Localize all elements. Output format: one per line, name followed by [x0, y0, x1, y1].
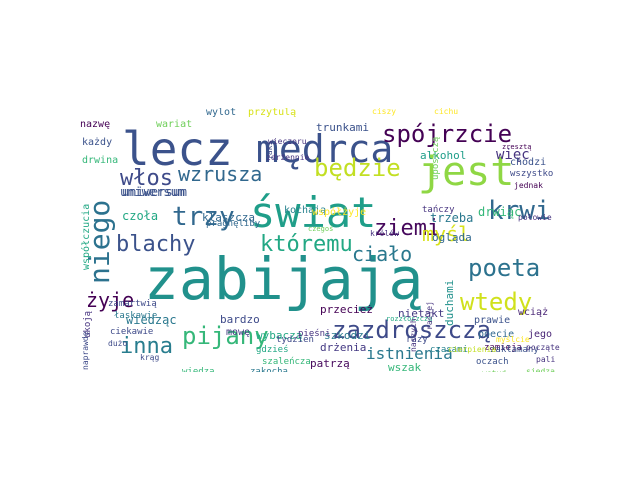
cloud-word: świat: [250, 188, 377, 237]
cloud-word: cierpienia: [448, 345, 497, 354]
cloud-word: klaszczą: [202, 211, 255, 224]
cloud-word: poecie: [478, 329, 515, 340]
cloud-word: szaleńcza: [262, 357, 311, 367]
cloud-word: spójrzcie: [382, 120, 513, 148]
cloud-word: wtedy: [460, 288, 533, 316]
cloud-word: gdzieś: [256, 345, 289, 355]
cloud-word: prawie: [474, 315, 511, 326]
cloud-word: ogląda: [432, 231, 472, 244]
cloud-word: trunkami: [316, 121, 369, 134]
cloud-word: zazdroszczą: [332, 316, 491, 344]
cloud-word: współżyje: [312, 207, 367, 218]
cloud-word: zakłamany: [490, 345, 539, 355]
cloud-word: więc: [496, 147, 530, 163]
cloud-word: drżenia: [320, 341, 367, 354]
cloud-word: wzrusza: [178, 162, 263, 186]
cloud-word: mowę: [226, 327, 251, 338]
cloud-word: naszych: [409, 318, 418, 352]
cloud-word: wariat: [156, 119, 193, 130]
cloud-word: bardzo: [220, 313, 260, 326]
cloud-word: jednak: [514, 181, 543, 190]
word-cloud: zabijają lecz mędrca świat jest spójrzci…: [80, 108, 560, 372]
cloud-word: zamartwią: [108, 299, 157, 309]
cloud-word: włos: [120, 166, 173, 191]
cloud-word: naprawdę: [81, 331, 90, 370]
cloud-word: szkodzi: [324, 329, 371, 342]
cloud-word: wszak: [388, 361, 422, 372]
cloud-word: racjej: [425, 301, 434, 330]
cloud-word: krwi: [488, 196, 551, 226]
cloud-word: uposzczą: [431, 136, 441, 180]
cloud-word: przecież: [320, 303, 373, 316]
cloud-word: czasami: [430, 345, 468, 355]
cloud-word: jest: [418, 149, 515, 195]
cloud-word: trzy: [172, 202, 235, 232]
cloud-word: krąg: [140, 353, 160, 362]
cloud-word: cichu: [434, 108, 459, 116]
cloud-word: blachy: [116, 232, 196, 257]
cloud-word: wszystko: [510, 169, 554, 179]
cloud-word: zdrżennie: [266, 153, 310, 162]
cloud-word: pragnęliby: [206, 219, 261, 229]
cloud-word: inna: [120, 334, 173, 359]
cloud-word: czoła: [122, 209, 159, 223]
cloud-word: tydzień: [276, 335, 314, 345]
cloud-word: przytulą: [248, 108, 297, 118]
cloud-word: wstyd: [482, 370, 506, 373]
cloud-word: każdy: [82, 137, 113, 148]
cloud-word: uniwersum: [120, 185, 186, 199]
cloud-word: zakocha: [250, 367, 288, 373]
cloud-word: wciąż: [518, 307, 549, 318]
cloud-word: oczach: [476, 357, 509, 367]
cloud-word: alkohol: [420, 149, 467, 162]
cloud-word: myślcie: [496, 335, 530, 344]
cloud-word: zresztą: [502, 143, 532, 151]
cloud-word: ciało: [352, 242, 413, 266]
cloud-word: początek: [526, 343, 560, 352]
cloud-word: rozzłoszczą: [386, 315, 433, 323]
cloud-word: nazwę: [80, 119, 111, 130]
cloud-word: któremu: [260, 232, 353, 257]
cloud-word: patrzą: [310, 357, 350, 370]
cloud-word: tańczy: [422, 205, 455, 215]
cloud-word: czegoś: [308, 225, 334, 233]
cloud-word: wiedzą: [182, 367, 215, 373]
cloud-word: ciszy: [372, 108, 397, 116]
cloud-word: będzie: [314, 154, 401, 182]
cloud-word: mędrca: [256, 127, 394, 171]
cloud-word: duchami: [443, 279, 456, 326]
cloud-word: nietakt: [398, 307, 445, 320]
cloud-word: myśl: [422, 222, 471, 246]
cloud-word: chodzi: [510, 157, 547, 168]
cloud-word: wiedząc: [126, 313, 177, 327]
cloud-word: żyje: [86, 288, 135, 312]
cloud-word: pijany: [182, 322, 269, 350]
cloud-word: uniwersum: [122, 185, 188, 199]
cloud-word: ciekawie: [110, 327, 154, 337]
cloud-word: istnienia: [366, 344, 453, 363]
cloud-word: drwiąc: [478, 205, 522, 219]
cloud-word: wylot: [206, 108, 237, 118]
cloud-word: zabijają: [144, 245, 424, 313]
cloud-word: siedzą: [526, 367, 555, 373]
cloud-word: lecz: [122, 122, 233, 176]
cloud-word: łaskawie: [114, 311, 158, 321]
cloud-word: kochają: [284, 205, 327, 216]
cloud-word: zamieja: [484, 343, 522, 353]
cloud-word: pali: [536, 355, 556, 364]
cloud-word: dużo: [108, 339, 128, 348]
cloud-word: wybaczą: [256, 329, 303, 342]
cloud-word: jaki: [265, 140, 274, 160]
cloud-word: drwina: [82, 155, 119, 166]
cloud-word: razy: [406, 335, 428, 345]
cloud-word: wieczoru: [268, 137, 307, 146]
cloud-word: trzeba: [430, 211, 474, 225]
cloud-word: jego: [528, 329, 553, 340]
cloud-word: pieśni: [298, 329, 331, 339]
cloud-word: poeta: [468, 254, 541, 282]
cloud-word: współczucia: [81, 203, 92, 270]
cloud-word: ziemi: [374, 216, 441, 241]
cloud-word: królów: [370, 229, 399, 238]
cloud-word: połowie: [518, 213, 552, 222]
